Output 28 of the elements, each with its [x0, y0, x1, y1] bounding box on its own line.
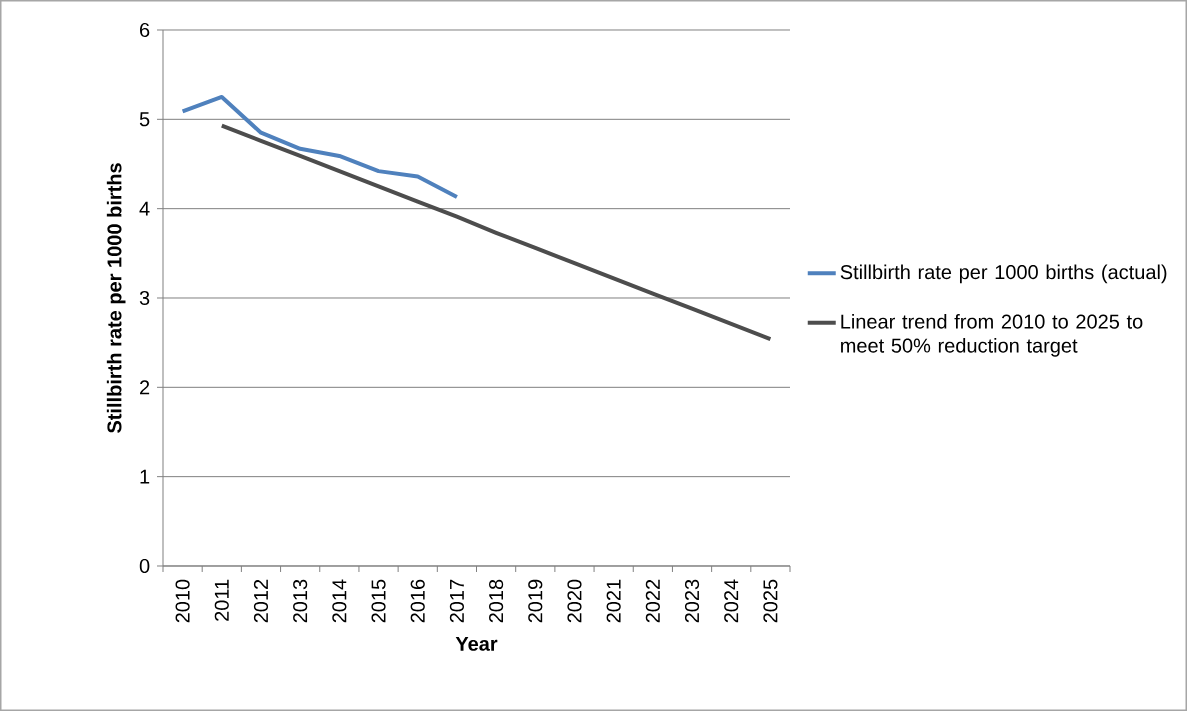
- x-tick-label: 2012: [253, 579, 269, 623]
- x-tick-label: 2014: [332, 579, 347, 623]
- y-tick-label: 5: [139, 112, 150, 127]
- x-tick-label: 2011: [214, 579, 229, 621]
- x-tick-label: 2019: [528, 579, 543, 623]
- x-tick-label: 2017: [449, 579, 464, 623]
- x-tick-label: 2024: [724, 579, 739, 623]
- y-axis-title: Stillbirth rate per 1000 births: [106, 163, 126, 433]
- x-tick-label: 2013: [293, 579, 308, 623]
- x-tick-label: 2015: [371, 579, 386, 623]
- y-tick-label: 4: [139, 201, 150, 216]
- x-tick-label: 2025: [763, 579, 778, 623]
- y-tick-label: 1: [140, 469, 150, 484]
- legend-label: Linear trend from 2010 to 2025 to meet 50% reduction target: [841, 313, 1143, 357]
- line-series: [180, 94, 459, 200]
- x-tick-label: 2021: [606, 579, 621, 623]
- x-tick-label: 2010: [175, 579, 190, 623]
- y-tick-label: 0: [139, 558, 150, 574]
- y-tick-label: 6: [140, 22, 150, 38]
- y-tick-label: 2: [140, 380, 150, 395]
- x-tick-label: 2022: [645, 579, 660, 623]
- x-tick-label: 2020: [567, 579, 582, 623]
- y-tick-label: 3: [139, 290, 150, 306]
- x-tick-label: 2023: [684, 579, 700, 623]
- x-tick-label: 2018: [489, 579, 504, 623]
- x-axis-title: Year: [455, 636, 498, 651]
- legend-label: Stillbirth rate per 1000 births (actual): [840, 264, 1167, 284]
- x-tick-label: 2016: [410, 579, 425, 623]
